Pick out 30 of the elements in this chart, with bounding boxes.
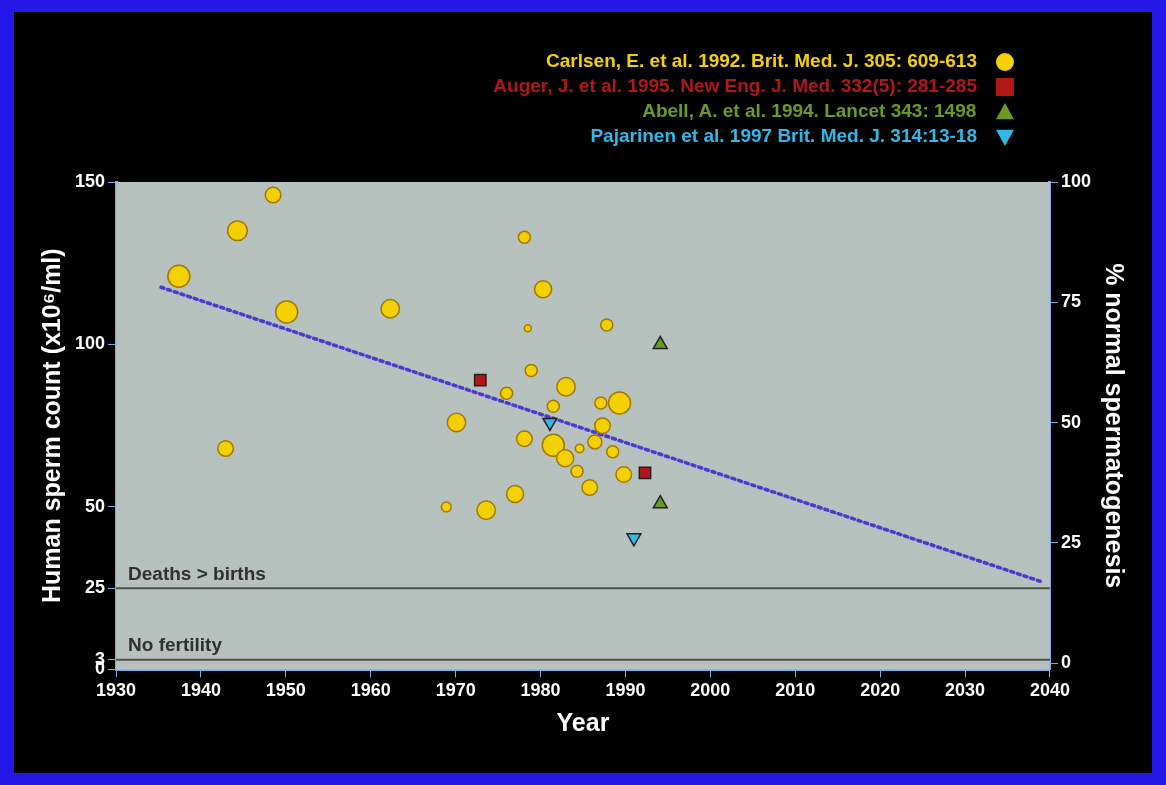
x-tick-label: 1960 [350, 680, 391, 701]
x-tick-label: 2020 [860, 680, 901, 701]
x-tick-label: 1950 [265, 680, 306, 701]
x-tick-label: 1930 [96, 680, 137, 701]
x-tick-label: 2000 [690, 680, 731, 701]
ref-line-label: No fertility [128, 634, 223, 656]
y-tick-label: 100 [74, 333, 106, 354]
x-tick-label: 1940 [180, 680, 221, 701]
y2-tick-label: 50 [1060, 411, 1081, 432]
x-tick-label: 1970 [435, 680, 476, 701]
y-tick-label: 25 [85, 577, 106, 598]
y2-tick-label: 100 [1060, 170, 1092, 191]
y2-tick-label: 0 [1060, 652, 1071, 673]
legend-label: Auger, J. et al. 1995. New Eng. J. Med. 332(5): 281-285 [493, 75, 978, 97]
x-tick-label: 2030 [945, 680, 986, 701]
x-tick-label: 1980 [520, 680, 561, 701]
x-tick-label: 2040 [1029, 680, 1070, 701]
y-tick-label: 150 [74, 170, 106, 191]
y2-tick-label: 75 [1060, 291, 1081, 312]
y-tick-label: 50 [85, 495, 106, 516]
y-axis-title: Human sperm count (x10⁶/ml) [36, 248, 65, 604]
legend-label: Pajarinen et al. 1997 Brit. Med. J. 314:13-18 [590, 125, 977, 147]
legend-label: Abell, A. et al. 1994. Lancet 343: 1498 [642, 100, 977, 122]
y2-axis-title: % normal spermatogenesis [1101, 263, 1130, 589]
x-tick-label: 2010 [775, 680, 816, 701]
x-axis-title: Year [556, 707, 610, 736]
ref-line-label: Deaths > births [128, 562, 266, 584]
x-tick-label: 1990 [605, 680, 646, 701]
legend-label: Carlsen, E. et al. 1992. Brit. Med. J. 305: 609-613 [546, 50, 977, 72]
y2-tick-label: 25 [1060, 531, 1081, 552]
